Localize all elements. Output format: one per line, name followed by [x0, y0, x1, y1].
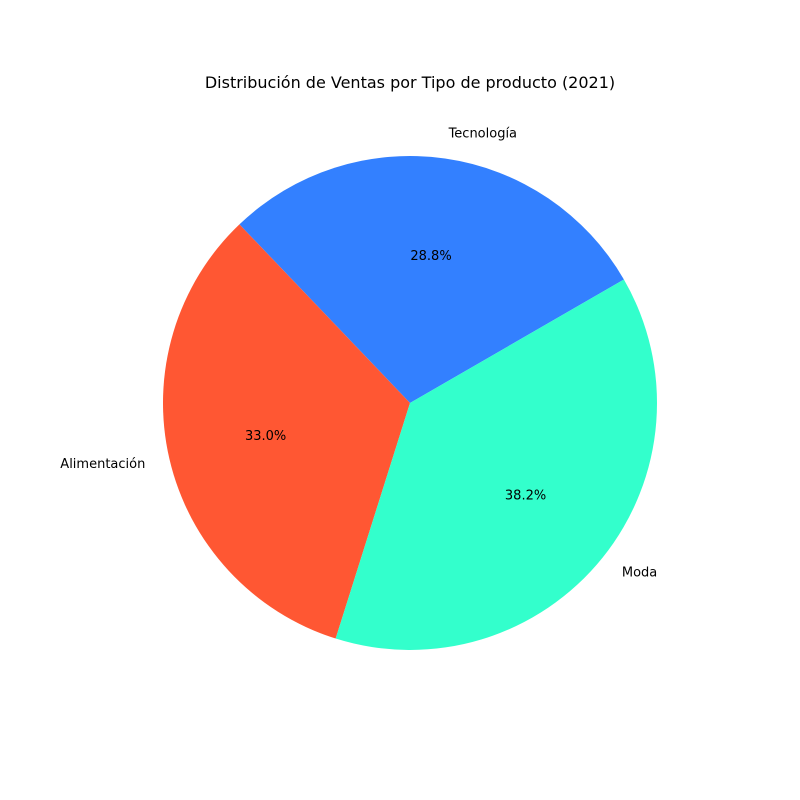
pie-slice-alimentacion	[162, 224, 410, 639]
slice-label-alimentacion: Alimentación	[60, 457, 145, 472]
pct-label-moda: 38.2%	[505, 488, 546, 503]
pie-slice-tecnologia	[239, 156, 624, 403]
slice-label-moda: Moda	[622, 566, 657, 581]
slice-label-tecnologia: Tecnología	[448, 127, 517, 142]
pct-label-alimentacion: 33.0%	[245, 429, 286, 444]
pie-slice-moda	[335, 279, 658, 651]
pie-labels: Tecnología 28.8% Alimentación 33.0% Moda 38.2…	[60, 127, 657, 581]
pct-label-tecnologia: 28.8%	[410, 249, 451, 264]
chart-title: Distribución de Ventas por Tipo de produ…	[205, 73, 615, 92]
pie-slices	[162, 156, 658, 651]
